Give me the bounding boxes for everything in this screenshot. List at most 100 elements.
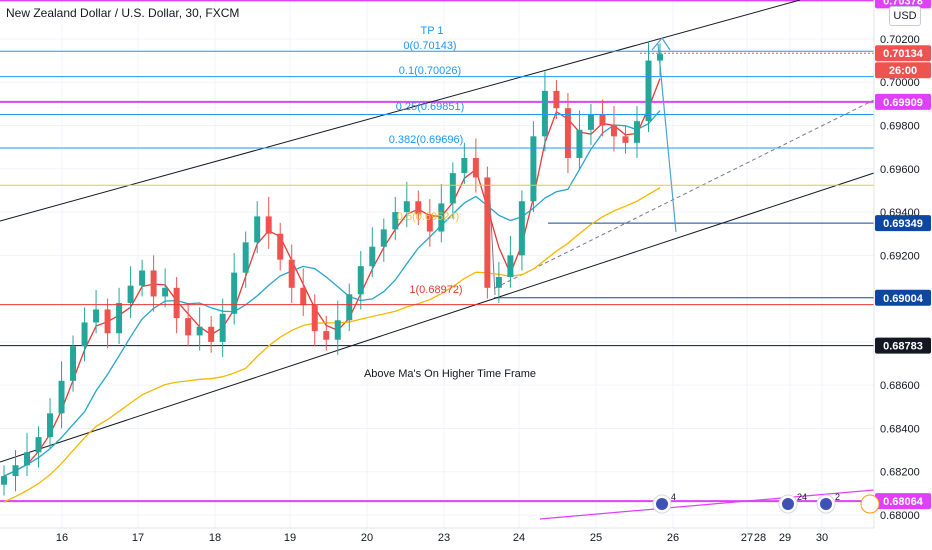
- candle-body: [346, 294, 353, 321]
- candle-body: [587, 114, 594, 130]
- time-axis[interactable]: 16 17 18 19 20 23 24 25 26 27 28 29 30: [0, 527, 932, 550]
- candle-body: [265, 216, 272, 234]
- channel-lower: [0, 172, 875, 463]
- event-badge-icon: [860, 494, 880, 514]
- price-label-blue: [875, 289, 931, 306]
- candle-body: [1, 476, 7, 485]
- event-badge-count: 4: [671, 492, 676, 502]
- time-tick-label: 23: [438, 532, 450, 544]
- candle-body: [472, 157, 479, 178]
- candle-body: [104, 309, 111, 334]
- price-label-text: 26:00: [889, 65, 917, 77]
- candle-body: [495, 276, 502, 288]
- moving-averages: [3, 78, 661, 503]
- time-axis-bg: [0, 528, 932, 550]
- candle-body: [162, 287, 169, 297]
- price-label-dark: [875, 337, 931, 354]
- price-axis[interactable]: 0.702000.700000.698000.696000.694000.692…: [873, 0, 932, 550]
- currency-button[interactable]: USD: [889, 6, 921, 26]
- price-tick-label: 0.68600: [880, 380, 920, 392]
- price-label-text: 0.70378: [883, 0, 923, 7]
- fib-label: 0(0.70143): [403, 40, 456, 52]
- price-tick-label: 0.69800: [880, 121, 920, 133]
- candle-body: [219, 313, 226, 342]
- candle-body: [369, 246, 376, 267]
- projection-line: [657, 43, 677, 233]
- candle-body: [507, 255, 514, 277]
- ma-slow: [3, 187, 661, 503]
- time-tick-label: 29: [779, 532, 791, 544]
- candle-body: [150, 270, 157, 297]
- time-tick-label: 16: [56, 532, 68, 544]
- price-tick-label: 0.68000: [880, 510, 920, 522]
- price-label-magenta: [875, 93, 931, 110]
- candle-body: [633, 121, 640, 143]
- projection-arrowhead: [651, 36, 671, 51]
- time-tick-label: 30: [816, 532, 828, 544]
- price-label-magenta: [875, 493, 931, 510]
- candle-body: [576, 129, 583, 158]
- pink-trend-line: [539, 489, 875, 520]
- candle-body: [288, 259, 295, 288]
- event-badges[interactable]: 4 24 2: [652, 492, 880, 514]
- price-label-timer: [875, 62, 931, 79]
- price-label-text: 0.69349: [883, 218, 923, 230]
- candle-body: [599, 114, 606, 126]
- fib-label: 0.25(0.69851): [396, 101, 465, 113]
- event-badge-count: 24: [797, 492, 807, 502]
- candle-body: [553, 90, 560, 109]
- price-label-text: 0.68064: [883, 496, 924, 508]
- candle-body: [484, 177, 491, 288]
- price-tick-label: 0.68200: [880, 467, 920, 479]
- candle-body: [81, 322, 88, 347]
- price-label-text: 0.69909: [883, 97, 923, 109]
- event-badge-flag: [656, 498, 668, 510]
- candle-body: [622, 136, 629, 143]
- price-axis-bg: [874, 0, 932, 550]
- candles: [1, 41, 663, 496]
- candle-body: [403, 201, 410, 213]
- grid: [0, 0, 874, 528]
- ma-mid: [3, 110, 661, 477]
- candle-body: [24, 452, 31, 466]
- candle-body: [208, 326, 215, 342]
- candle-body: [93, 309, 100, 323]
- candle-body: [610, 125, 617, 137]
- candle-body: [242, 242, 249, 273]
- candle-body: [12, 465, 19, 477]
- candle-body: [426, 214, 433, 232]
- event-badge-flag: [820, 498, 832, 510]
- fib-label: 0.382(0.69696): [389, 134, 464, 146]
- chart-annotation: Above Ma's On Higher Time Frame: [364, 368, 536, 380]
- candle-body: [311, 305, 318, 332]
- time-tick-label: 24: [513, 532, 525, 544]
- candle-body: [392, 212, 399, 230]
- candle-body: [449, 173, 456, 204]
- price-label-text: 0.68783: [883, 341, 923, 353]
- event-badge-count: 2: [835, 492, 840, 502]
- candle-body: [277, 233, 284, 260]
- price-label-text: 0.69004: [883, 293, 924, 305]
- trend-channel: [0, 0, 875, 520]
- price-tick-label: 0.70000: [880, 77, 920, 89]
- price-tick-label: 0.69200: [880, 250, 920, 262]
- fib-label: 1(0.68972): [409, 284, 462, 296]
- candle-body: [438, 203, 445, 232]
- candle-body: [334, 320, 341, 340]
- candle-body: [127, 285, 134, 303]
- price-label-current: [875, 45, 931, 62]
- time-tick-label: 27: [741, 532, 753, 544]
- horizontal-levels: [0, 0, 874, 503]
- price-tick-label: 0.69600: [880, 164, 920, 176]
- candle-body: [58, 380, 65, 414]
- candle-body: [645, 60, 652, 122]
- fib-label: 0.5(0.69524): [397, 211, 459, 223]
- price-label-blue: [875, 215, 931, 232]
- event-badge-flag: [782, 498, 794, 510]
- candle-body: [518, 201, 525, 256]
- candle-body: [657, 54, 663, 61]
- candle-body: [357, 266, 364, 295]
- fib-label: 0.1(0.70026): [399, 65, 461, 77]
- price-label-text: 0.70134: [883, 48, 924, 60]
